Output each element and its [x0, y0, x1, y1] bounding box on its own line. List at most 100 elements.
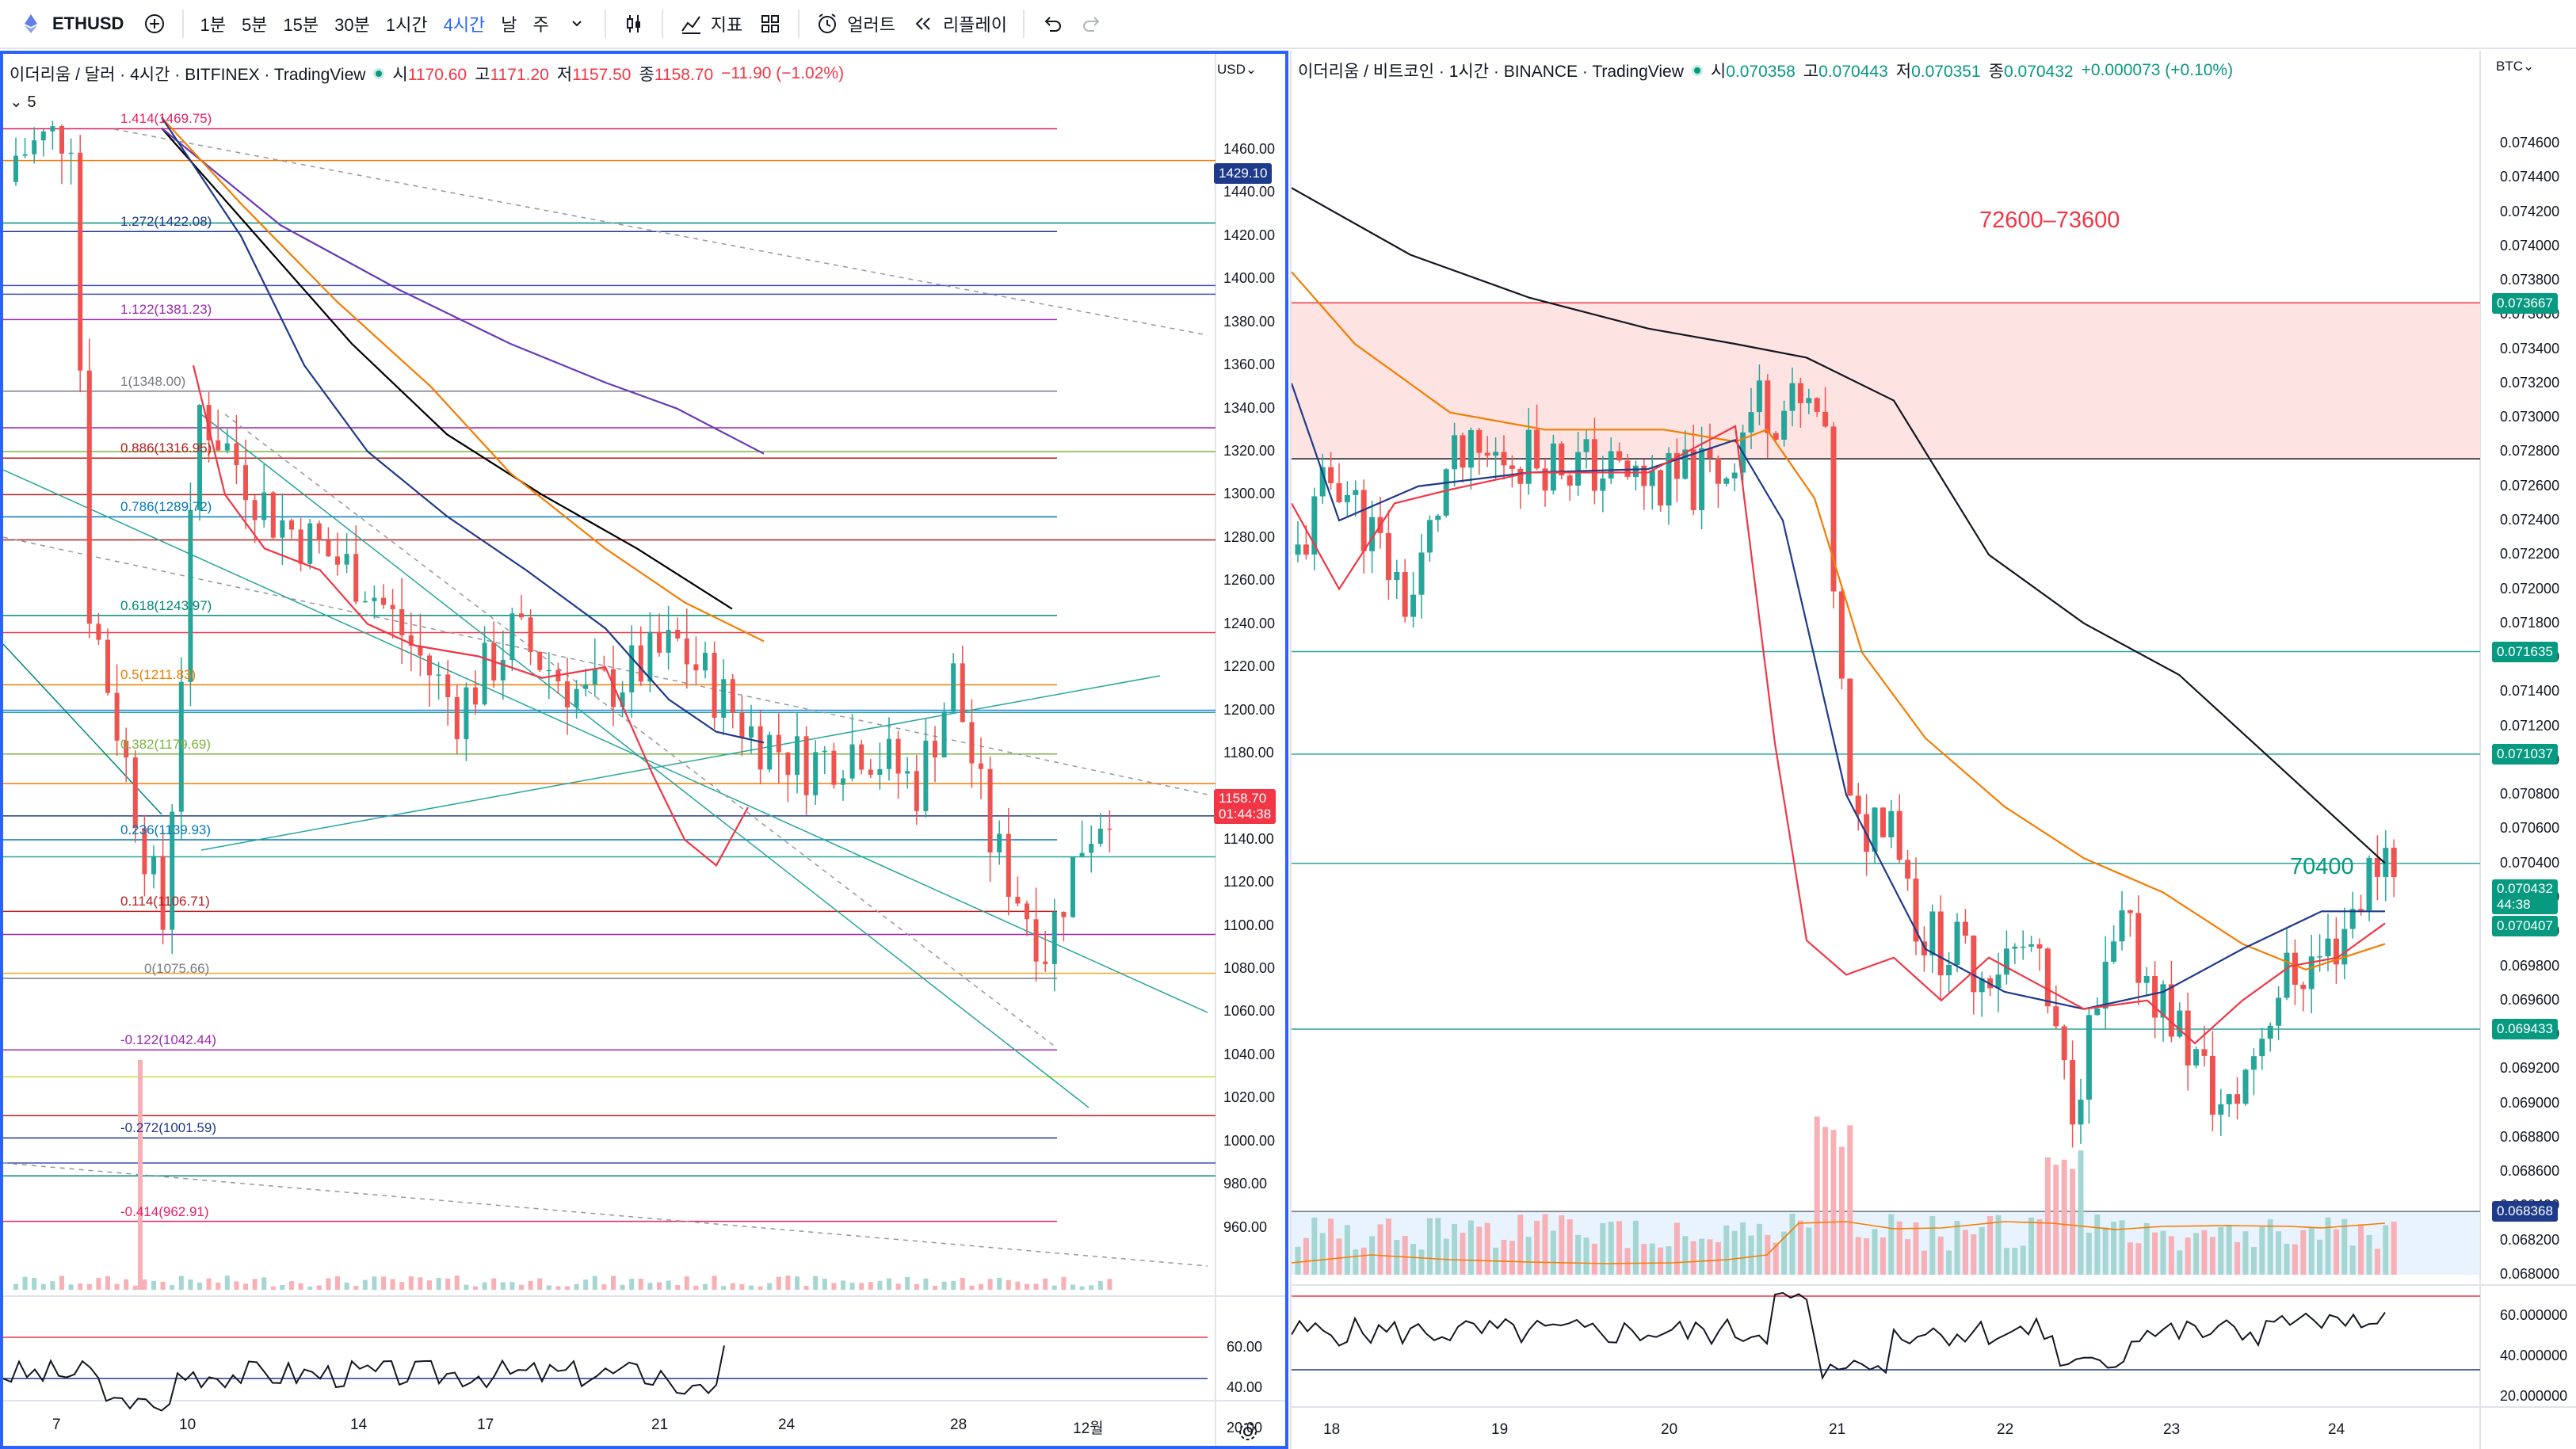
volume-bar — [1295, 1246, 1301, 1275]
candle-body — [1443, 469, 1449, 516]
candle-body — [877, 768, 883, 776]
volume-bar — [2317, 1239, 2323, 1275]
volume-bar — [491, 1278, 497, 1290]
volume-bar — [1051, 1285, 1057, 1290]
volume-bar — [537, 1278, 543, 1290]
change-value: −11.90 (−1.02%) — [721, 64, 845, 82]
candle-body — [2366, 858, 2372, 911]
undo-button[interactable] — [1032, 6, 1072, 42]
indicators-button[interactable]: 지표 — [671, 6, 750, 42]
volume-bar — [50, 1281, 55, 1290]
interval-15m[interactable]: 15분 — [283, 15, 319, 35]
price-axis-tick: 1200.00 — [1223, 701, 1276, 718]
volume-bar — [620, 1284, 625, 1290]
price-axis-tick: 1180.00 — [1223, 744, 1274, 761]
volume-bar — [951, 1281, 956, 1290]
open-value: 0.070358 — [1726, 63, 1796, 81]
volume-bar — [923, 1278, 929, 1290]
candle-body — [1789, 383, 1796, 411]
price-axis-tick: 1120.00 — [1223, 874, 1274, 890]
candle-body — [795, 736, 800, 776]
volume-bar — [1987, 1216, 1994, 1275]
volume-bar — [1303, 1237, 1309, 1275]
currency-selector[interactable]: USD⌄ — [1217, 62, 1257, 77]
volume-bar — [2284, 1243, 2290, 1275]
volume-bar — [1443, 1238, 1449, 1275]
candle-body — [326, 540, 331, 557]
volume-bar — [427, 1280, 432, 1290]
settings-gear-icon[interactable] — [1236, 1420, 1260, 1443]
interval-1m[interactable]: 1분 — [200, 15, 226, 35]
volume-bar — [1061, 1276, 1067, 1290]
volume-bar — [1872, 1229, 1878, 1275]
left-chart-pane[interactable]: 이더리움 / 달러 · 4시간 · BITFINEX · TradingView… — [0, 51, 1288, 1449]
volume-bar — [574, 1283, 579, 1290]
volume-bar — [813, 1276, 819, 1290]
candle-body — [96, 623, 101, 640]
volume-bar — [1666, 1246, 1672, 1275]
candle-body — [1295, 544, 1301, 555]
price-axis-tick: 0.072600 — [2500, 477, 2560, 494]
right-chart-legend: 이더리움 / 비트코인 · 1시간 · BINANCE · TradingVie… — [1298, 59, 2233, 82]
indicator-toggle[interactable]: ⌄ 5 — [10, 92, 36, 112]
interval-30m[interactable]: 30분 — [334, 15, 370, 35]
left-chart-canvas[interactable] — [3, 54, 1285, 1446]
candle-body — [2234, 1094, 2241, 1104]
volume-bar — [243, 1283, 248, 1290]
volume-bar — [326, 1278, 331, 1290]
candle-body — [895, 738, 901, 774]
volume-bar — [1418, 1249, 1425, 1275]
interval-dropdown-button[interactable] — [557, 6, 597, 42]
candle-body — [2374, 858, 2380, 877]
fib-level-label: 0.5(1211.83) — [120, 667, 197, 683]
price-axis-tick: 0.073200 — [2500, 374, 2560, 391]
price-axis-tick: 1440.00 — [1223, 184, 1276, 200]
volume-bar — [2086, 1232, 2092, 1275]
volume-bar — [859, 1283, 864, 1290]
candle-body — [1666, 452, 1672, 506]
ma-200-line — [161, 128, 733, 610]
symbol-search[interactable]: ETHUSD — [8, 6, 135, 42]
volume-bar — [583, 1279, 589, 1290]
trend-line — [3, 469, 1208, 1013]
volume-bar — [1649, 1243, 1655, 1275]
open-label: 시 — [392, 66, 408, 84]
fib-level-label: -0.272(1001.59) — [120, 1120, 216, 1136]
right-chart-canvas[interactable] — [1292, 51, 2576, 1449]
candle-body — [344, 554, 349, 565]
chart-type-button[interactable] — [614, 6, 654, 42]
candle-body — [657, 631, 662, 653]
candle-body — [454, 697, 460, 740]
volume-bar — [831, 1283, 837, 1290]
candle-body — [132, 757, 138, 829]
alert-button[interactable]: 얼러트 — [807, 6, 903, 42]
volume-bar — [344, 1282, 349, 1290]
candle-body — [2168, 984, 2174, 1037]
currency-selector[interactable]: BTC⌄ — [2496, 59, 2535, 74]
candle-body — [2028, 944, 2035, 947]
volume-bar — [445, 1278, 451, 1290]
replay-button[interactable]: 리플레이 — [903, 6, 1015, 42]
candle-body — [188, 509, 193, 682]
interval-day[interactable]: 날 — [501, 15, 517, 35]
candle-body — [666, 630, 671, 653]
low-label: 저 — [556, 66, 573, 84]
ma-100-line — [161, 127, 765, 455]
candle-body — [905, 771, 910, 774]
candle-body — [1089, 844, 1094, 853]
level-price-tag: 0.073667 — [2492, 292, 2558, 314]
interval-5m[interactable]: 5분 — [241, 15, 268, 35]
add-symbol-button[interactable] — [135, 6, 174, 42]
layouts-button[interactable] — [750, 6, 790, 42]
interval-week[interactable]: 주 — [532, 15, 549, 35]
volume-bar — [758, 1286, 763, 1290]
interval-1h[interactable]: 1시간 — [385, 15, 428, 35]
candle-body — [390, 604, 395, 609]
interval-4h[interactable]: 4시간 — [443, 15, 486, 35]
undo-icon — [1044, 17, 1061, 32]
candle-body — [1682, 449, 1689, 479]
right-chart-pane[interactable]: 이더리움 / 비트코인 · 1시간 · BINANCE · TradingVie… — [1290, 51, 2576, 1449]
volume-bar — [776, 1276, 781, 1290]
redo-button[interactable] — [1072, 6, 1112, 42]
